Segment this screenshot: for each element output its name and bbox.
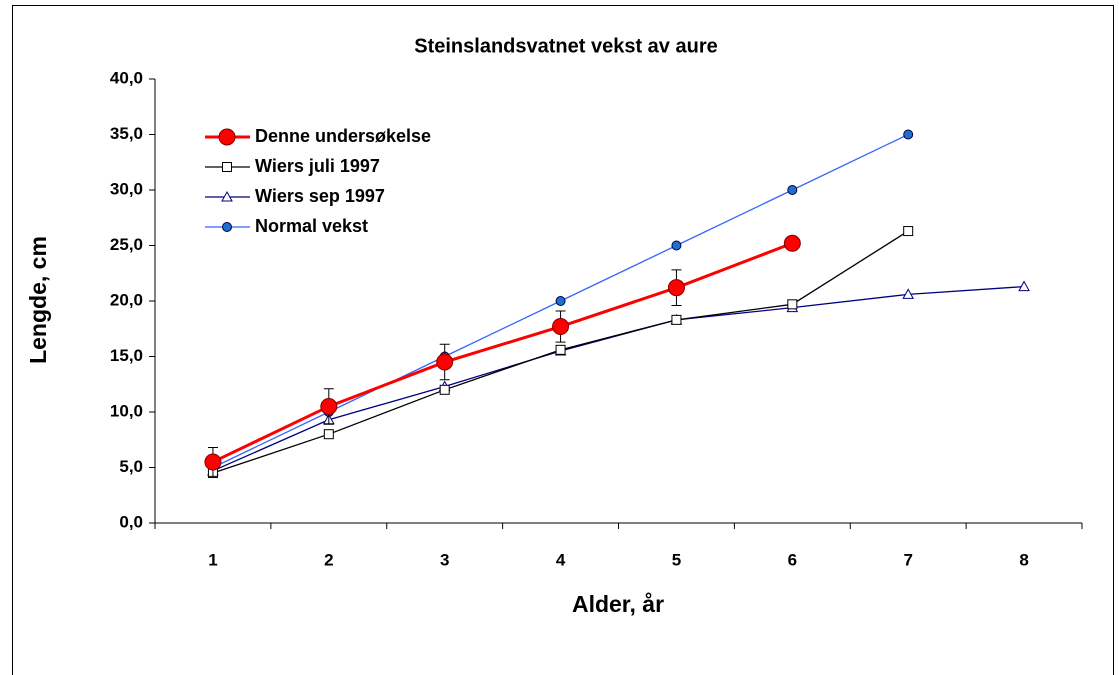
legend-marker bbox=[222, 162, 232, 172]
marker bbox=[204, 453, 222, 471]
legend-label: Normal vekst bbox=[255, 216, 368, 236]
marker bbox=[555, 296, 566, 306]
legend-marker bbox=[222, 222, 232, 232]
series-line bbox=[212, 241, 793, 464]
legend-marker bbox=[221, 190, 233, 202]
y-tick-label: 35,0 bbox=[110, 124, 143, 143]
marker bbox=[552, 318, 570, 336]
x-tick-label: 1 bbox=[208, 550, 217, 569]
y-tick-label: 5,0 bbox=[119, 457, 143, 476]
marker bbox=[667, 279, 685, 297]
marker bbox=[436, 353, 454, 371]
marker bbox=[903, 129, 914, 140]
x-axis-label: Alder, år bbox=[572, 591, 664, 617]
x-tick-label: 6 bbox=[788, 550, 797, 569]
marker bbox=[1018, 280, 1030, 292]
y-tick-label: 30,0 bbox=[110, 179, 143, 198]
x-tick-label: 7 bbox=[903, 550, 912, 569]
marker bbox=[320, 397, 338, 415]
marker bbox=[787, 185, 798, 195]
x-tick-label: 5 bbox=[672, 550, 681, 569]
marker bbox=[903, 226, 914, 237]
legend-label: Denne undersøkelse bbox=[255, 126, 431, 146]
marker bbox=[323, 429, 334, 440]
chart-border bbox=[12, 5, 1114, 675]
y-axis-label: Lengde, cm bbox=[25, 236, 51, 364]
x-tick-label: 8 bbox=[1019, 550, 1028, 569]
legend-marker bbox=[218, 128, 236, 146]
y-tick-label: 0,0 bbox=[119, 512, 143, 531]
y-tick-label: 25,0 bbox=[110, 235, 143, 254]
marker bbox=[902, 288, 915, 299]
legend-label: Wiers juli 1997 bbox=[255, 156, 380, 176]
marker bbox=[787, 299, 798, 310]
marker bbox=[783, 234, 801, 252]
marker bbox=[439, 384, 450, 395]
marker bbox=[555, 344, 566, 355]
marker bbox=[671, 240, 682, 251]
marker bbox=[671, 314, 682, 325]
y-tick-label: 10,0 bbox=[110, 401, 143, 420]
x-tick-label: 3 bbox=[440, 550, 449, 569]
y-tick-label: 40,0 bbox=[110, 68, 143, 87]
x-tick-label: 2 bbox=[324, 550, 333, 569]
y-tick-label: 15,0 bbox=[110, 346, 143, 365]
chart-title: Steinslandsvatnet vekst av aure bbox=[414, 35, 717, 57]
x-tick-label: 4 bbox=[556, 550, 566, 569]
y-tick-label: 20,0 bbox=[110, 290, 143, 309]
legend-label: Wiers sep 1997 bbox=[255, 186, 385, 206]
